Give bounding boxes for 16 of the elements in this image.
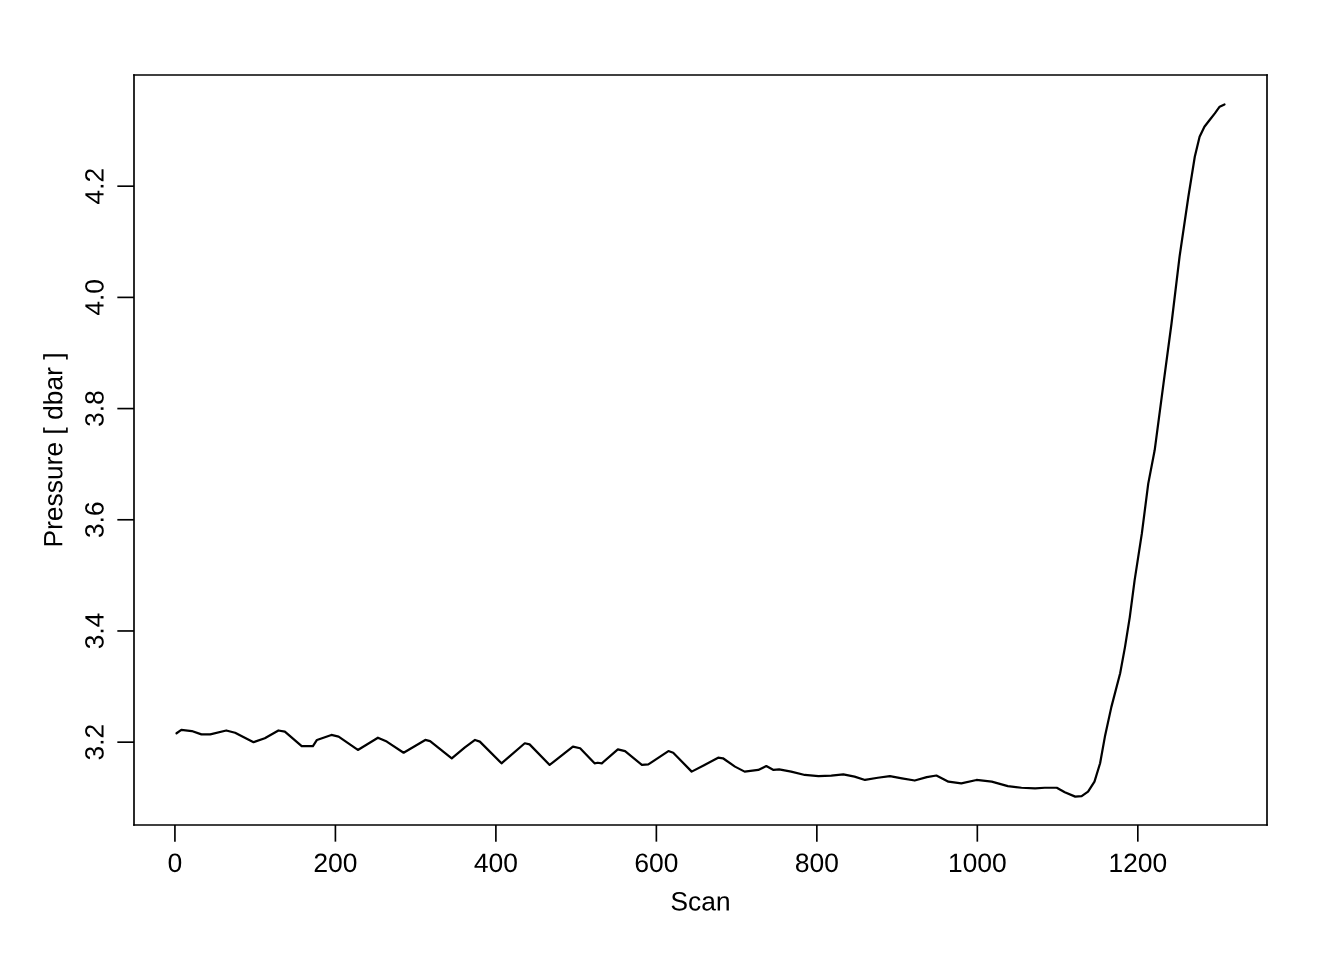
x-tick-label: 600 xyxy=(635,853,678,873)
x-tick-label: 1200 xyxy=(1110,853,1167,873)
x-tick-label: 800 xyxy=(795,853,838,873)
y-tick-label: 3.4 xyxy=(85,613,104,649)
y-tick-label: 4.2 xyxy=(85,169,104,204)
x-axis-title: Scan xyxy=(671,891,729,911)
x-tick-label: 0 xyxy=(168,853,182,873)
y-tick-label: 4.0 xyxy=(85,280,104,316)
x-tick-label: 400 xyxy=(474,853,517,873)
y-tick-label: 3.6 xyxy=(85,502,104,538)
x-tick-label: 200 xyxy=(314,853,357,873)
y-axis-title: Pressure [ dbar ] xyxy=(43,354,68,546)
line-series xyxy=(175,103,1226,798)
y-tick-label: 3.2 xyxy=(85,725,104,760)
y-tick-label: 3.8 xyxy=(85,391,104,426)
x-tick-label: 1000 xyxy=(949,853,1006,873)
